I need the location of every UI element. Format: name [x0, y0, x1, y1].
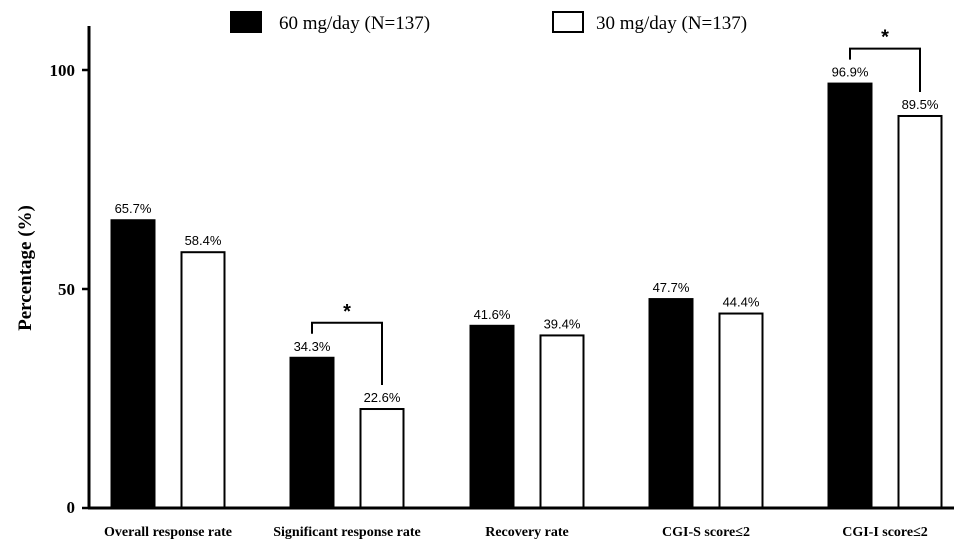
axes [82, 26, 954, 510]
data-label-series-2-cat-3: 39.4% [544, 316, 581, 331]
significance-group: ** [311, 27, 921, 386]
y-axis-title: Percentage (%) [15, 205, 36, 331]
data-label-series-2-cat-5: 89.5% [902, 97, 939, 112]
significance-marker-1: * [343, 301, 351, 323]
data-label-series-1-cat-5: 96.9% [832, 65, 869, 80]
x-category-label-1: Overall response rate [104, 525, 232, 540]
data-label-series-1-cat-4: 47.7% [653, 280, 690, 295]
y-tick-label-100: 100 [50, 61, 76, 80]
bars-group [110, 82, 943, 510]
data-label-series-1-cat-2: 34.3% [294, 339, 331, 354]
significance-marker-2: * [881, 27, 889, 49]
bar-series-1-cat-5 [827, 82, 873, 509]
bar-series-2-cat-5 [897, 114, 943, 510]
data-label-series-1-cat-3: 41.6% [474, 307, 511, 322]
bar-series-2-cat-1 [180, 251, 226, 509]
x-category-label-5: CGI-I score≤2 [842, 525, 928, 540]
bar-series-2-cat-4 [718, 312, 764, 510]
significance-bracket-2 [849, 47, 921, 92]
x-category-label-2: Significant response rate [273, 525, 421, 540]
data-label-series-2-cat-1: 58.4% [185, 233, 222, 248]
legend-label-series-1: 60 mg/day (N=137) [279, 13, 430, 34]
significance-bracket-1 [311, 321, 383, 386]
bar-series-1-cat-4 [648, 298, 694, 509]
bar-series-2-cat-3 [539, 334, 585, 510]
legend-label-series-2: 30 mg/day (N=137) [596, 13, 747, 34]
data-label-series-1-cat-1: 65.7% [115, 201, 152, 216]
legend-swatch-series-2 [552, 11, 584, 33]
x-category-label-4: CGI-S score≤2 [662, 525, 750, 540]
bar-series-1-cat-3 [469, 324, 515, 509]
data-label-series-2-cat-4: 44.4% [723, 295, 760, 310]
data-label-series-2-cat-2: 22.6% [364, 390, 401, 405]
x-category-label-3: Recovery rate [485, 525, 569, 540]
legend: 60 mg/day (N=137) 30 mg/day (N=137) [230, 11, 747, 34]
bar-series-1-cat-1 [110, 219, 156, 509]
y-tick-label-0: 0 [67, 498, 76, 517]
data-labels-group: 65.7% 34.3% 41.6% 47.7% 96.9% 58.4% 22.6% 39.4%… [115, 65, 939, 405]
legend-swatch-series-1 [230, 11, 262, 33]
bar-series-2-cat-2 [359, 408, 405, 509]
bar-series-1-cat-2 [289, 356, 335, 509]
y-tick-label-50: 50 [58, 280, 75, 299]
